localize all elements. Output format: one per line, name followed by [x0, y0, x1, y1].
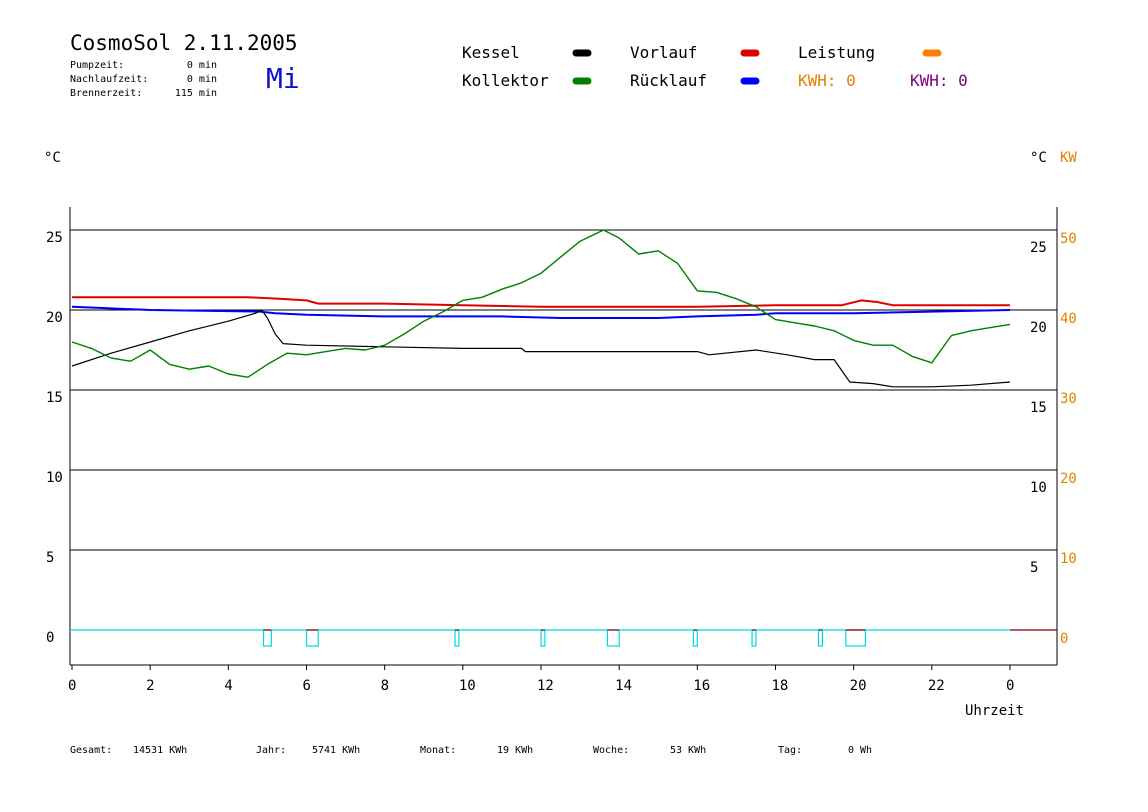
brenner-pulse	[606, 629, 620, 647]
footer-value: 53 KWh	[670, 745, 706, 756]
y-tick-label-kw: 0	[1060, 631, 1068, 647]
x-tick-label: 18	[772, 678, 789, 694]
runtime-stats: Pumpzeit: 0 min Nachlaufzeit: 0 min Bren…	[70, 60, 217, 99]
y-tick-label-right: 25	[1030, 240, 1047, 256]
stat-label: Pumpzeit:	[70, 60, 124, 71]
stat-label: Nachlaufzeit:	[70, 74, 148, 85]
kwh-orange: KWH: 0	[798, 71, 856, 90]
x-tick-label: 6	[303, 678, 311, 694]
y-tick-label-kw: 40	[1060, 311, 1077, 327]
y-tick-label-left: 15	[46, 390, 63, 406]
brenner-pulse	[540, 629, 546, 647]
series-line-kollektor	[71, 229, 1011, 378]
footer-label: Gesamt:	[70, 745, 112, 756]
x-tick-label: 12	[537, 678, 554, 694]
y-tick-label-kw: 50	[1060, 231, 1077, 247]
brenner-pulse	[262, 629, 272, 647]
footer-label: Jahr:	[256, 745, 286, 756]
footer-label: Tag:	[778, 745, 802, 756]
right-tick-labels: 5 10 15 20 25 0 10 20 30 40 50	[1030, 231, 1077, 647]
stat-value: 115 min	[175, 88, 217, 99]
y-tick-label-left: 5	[46, 550, 54, 566]
stat-value: 0 min	[187, 74, 217, 85]
left-tick-labels: 0 5 10 15 20 25	[46, 230, 63, 646]
legend: Kessel Vorlauf Leistung Kollektor Rückla…	[462, 43, 968, 90]
x-tick-label: 20	[850, 678, 867, 694]
brenner-pulse	[751, 629, 757, 647]
brenner-pulse	[305, 629, 319, 647]
y-tick-label-right: 5	[1030, 560, 1038, 576]
footer-label: Woche:	[593, 745, 629, 756]
y-tick-label-kw: 30	[1060, 391, 1077, 407]
x-tick-label: 4	[224, 678, 232, 694]
x-tick-label: 22	[928, 678, 945, 694]
stat-label: Brennerzeit:	[70, 88, 142, 99]
x-tick-label: 10	[459, 678, 476, 694]
legend-label-leistung: Leistung	[798, 43, 875, 62]
y-tick-label-right: 10	[1030, 480, 1047, 496]
x-tick-label: 14	[615, 678, 632, 694]
legend-label-ruecklauf: Rücklauf	[630, 71, 707, 90]
brenner-pulse	[454, 629, 460, 647]
gridlines	[70, 229, 1057, 631]
x-tick-label: 0	[1006, 678, 1014, 694]
y-tick-label-left: 20	[46, 310, 63, 326]
left-axis-unit: °C	[44, 150, 61, 166]
brenner-pulse	[845, 629, 866, 647]
legend-label-kessel: Kessel	[462, 43, 520, 62]
footer-label: Monat:	[420, 745, 456, 756]
energy-footer: Gesamt: 14531 KWh Jahr: 5741 KWh Monat: …	[70, 745, 872, 756]
y-tick-label-kw: 10	[1060, 551, 1077, 567]
y-tick-label-right: 15	[1030, 400, 1047, 416]
x-tick-label: 0	[68, 678, 76, 694]
series-lines	[71, 229, 1011, 388]
x-tick-label: 2	[146, 678, 154, 694]
legend-label-kollektor: Kollektor	[462, 71, 549, 90]
x-tick-label: 8	[381, 678, 389, 694]
right-axis-unit-kw: KW	[1060, 150, 1077, 166]
y-tick-label-left: 25	[46, 230, 63, 246]
chart-title: CosmoSol 2.11.2005	[70, 31, 298, 55]
legend-label-vorlauf: Vorlauf	[630, 43, 697, 62]
brenner-pulse	[692, 629, 698, 647]
series-line-vorlauf	[72, 296, 1010, 308]
x-tick-labels: 0 2 4 6 8 10 12 14 16 18 20 22 0	[68, 665, 1014, 694]
footer-value: 0 Wh	[848, 745, 872, 756]
y-tick-label-left: 0	[46, 630, 54, 646]
series-line-kessel	[71, 309, 1011, 388]
footer-value: 19 KWh	[497, 745, 533, 756]
brenner-pulse	[817, 629, 823, 647]
kwh-purple: KWH: 0	[910, 71, 968, 90]
y-tick-label-kw: 20	[1060, 471, 1077, 487]
y-tick-label-left: 10	[46, 470, 63, 486]
x-axis-label: Uhrzeit	[965, 703, 1024, 719]
y-tick-label-right: 20	[1030, 320, 1047, 336]
series-line-rücklauf	[71, 305, 1011, 319]
weekday: Mi	[266, 62, 300, 95]
brenner-pulses	[70, 629, 1057, 647]
x-tick-label: 16	[693, 678, 710, 694]
right-axis-unit: °C	[1030, 150, 1047, 166]
footer-value: 5741 KWh	[312, 745, 360, 756]
stat-value: 0 min	[187, 60, 217, 71]
footer-value: 14531 KWh	[133, 745, 187, 756]
